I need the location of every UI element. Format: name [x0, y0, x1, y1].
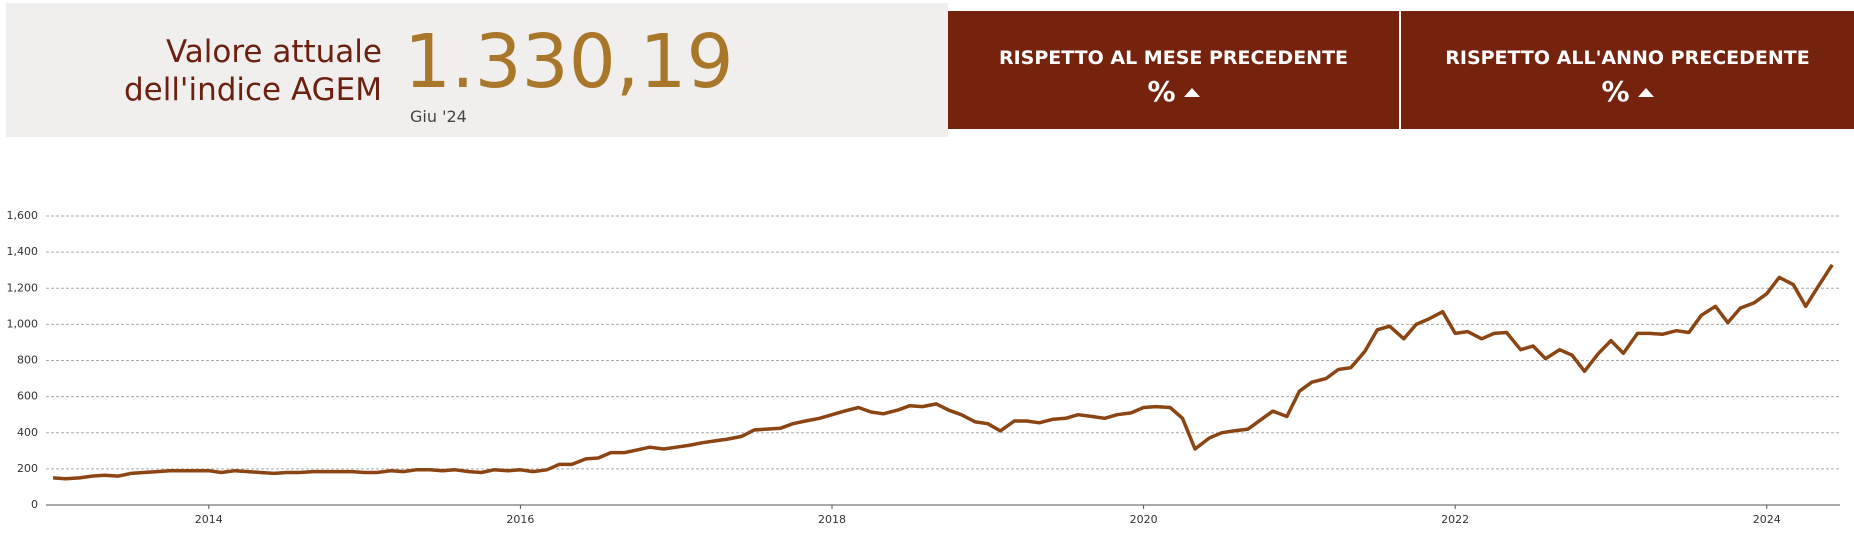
x-tick-label: 2016	[506, 513, 534, 526]
y-tick-label: 1,200	[7, 281, 39, 294]
index-line	[52, 263, 1834, 481]
up-arrow	[1637, 88, 1654, 97]
change-box: RISPETTO ALL'ANNO PRECEDENTE %	[1401, 11, 1854, 129]
header-panel: Valore attuale dell'indice AGEM 1.330,19 …	[6, 3, 948, 137]
x-tick-label: 2020	[1130, 513, 1158, 526]
label-line: dell'indice AGEM	[123, 72, 382, 108]
box-value: %	[1147, 75, 1176, 108]
change-box: RISPETTO AL MESE PRECEDENTE %	[948, 11, 1399, 129]
y-tick-label: 200	[17, 462, 38, 475]
box-value-row: %	[948, 75, 1399, 108]
label-line: Valore attuale	[165, 34, 382, 70]
up-arrow	[1183, 88, 1200, 97]
box-value-row: %	[1401, 75, 1854, 108]
y-tick-label: 1,400	[7, 245, 39, 258]
index-label: Valore attuale dell'indice AGEM	[124, 33, 382, 109]
x-tick-label: 2014	[195, 513, 223, 526]
y-tick-label: 1,600	[7, 209, 39, 222]
y-tick-label: 1,000	[7, 317, 39, 330]
index-value: 1.330,19	[404, 19, 734, 105]
y-tick-label: 800	[17, 354, 38, 367]
y-tick-label: 400	[17, 426, 38, 439]
x-tick-label: 2018	[818, 513, 846, 526]
index-date: Giu '24	[410, 107, 467, 126]
y-tick-label: 600	[17, 390, 38, 403]
box-title: RISPETTO ALL'ANNO PRECEDENTE	[1445, 47, 1810, 69]
x-tick-label: 2022	[1441, 513, 1469, 526]
y-tick-label: 0	[31, 498, 38, 511]
x-tick-label: 2024	[1753, 513, 1781, 526]
box-value: %	[1601, 75, 1630, 108]
box-title: RISPETTO AL MESE PRECEDENTE	[998, 47, 1349, 69]
